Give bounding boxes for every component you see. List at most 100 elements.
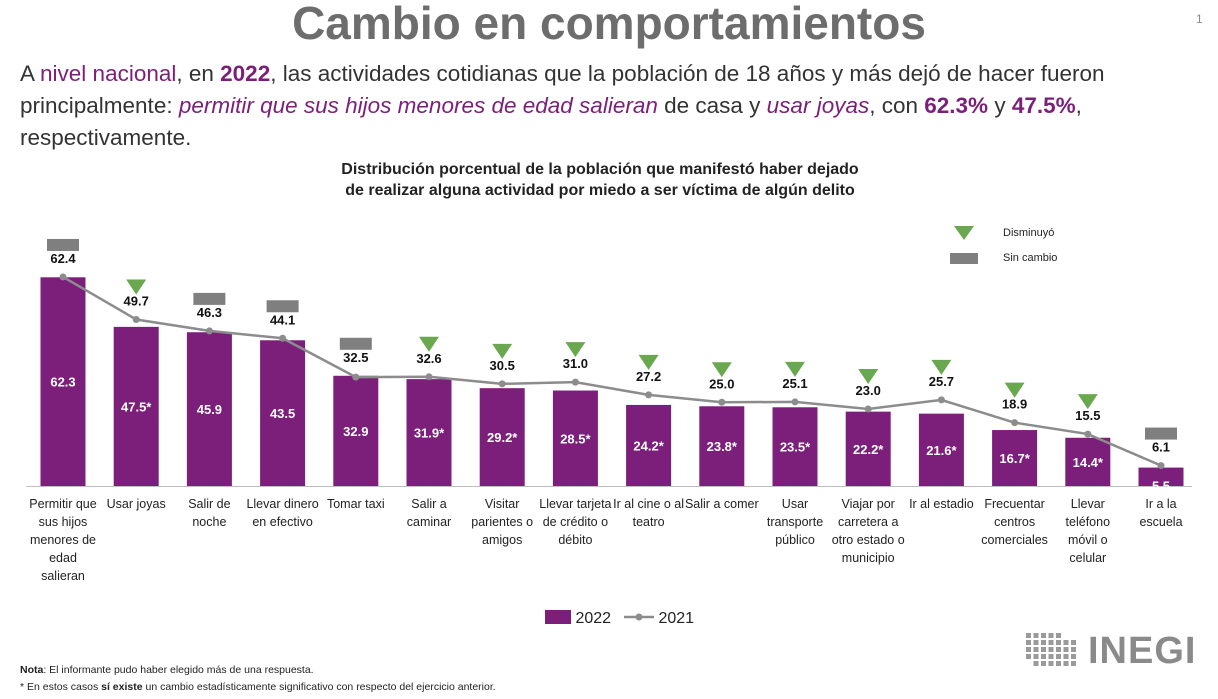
intro-text: de casa y <box>657 93 767 118</box>
bar-2022 <box>1138 467 1184 486</box>
logo-dot <box>1041 654 1046 659</box>
logo-dot <box>1033 661 1039 666</box>
intro-text: , respectivamente. <box>20 93 1082 150</box>
point-2021 <box>937 396 945 404</box>
line-value-label: 25.7 <box>929 374 954 389</box>
bar-value-label: 22.2* <box>853 442 884 457</box>
logo-dot <box>1056 647 1061 652</box>
point-2021 <box>864 405 872 413</box>
bar-value-label: 23.8* <box>707 439 738 454</box>
point-2021 <box>1084 430 1092 438</box>
logo-dot <box>1026 633 1031 638</box>
chart-title-line-2: de realizar alguna actividad por miedo a… <box>345 182 855 199</box>
bar-2022 <box>552 390 598 486</box>
no-change-marker <box>339 337 372 350</box>
intro-text: y <box>988 93 1012 118</box>
line-value-label: 25.1 <box>782 376 807 391</box>
line-value-label: 46.3 <box>197 305 222 320</box>
legend-decrease-label: Disminuyó <box>1003 227 1054 239</box>
decrease-marker <box>931 359 952 375</box>
intro-activity-1: permitir que sus hijos menores de edad s… <box>178 93 658 118</box>
logo-dot <box>1041 647 1046 652</box>
intro-text: , las actividades cotidianas que la pobl… <box>20 61 1105 118</box>
legend-2021-label: 2021 <box>658 610 695 627</box>
bar-2022 <box>918 413 964 486</box>
category-label: Tomar taxi <box>326 497 385 511</box>
logo-dot <box>1056 640 1061 645</box>
bar-2022 <box>772 407 818 486</box>
note-line-2: * En estos casos sí existe un cambio est… <box>20 681 496 693</box>
note-emphasis: sí existe <box>101 681 143 693</box>
decrease-marker <box>858 368 879 384</box>
intro-text: , en <box>176 61 221 86</box>
page-number: 1 <box>1196 12 1203 26</box>
legend-2021: 2021 <box>624 610 694 630</box>
logo-dot <box>1071 661 1076 666</box>
point-2021 <box>571 378 579 386</box>
logo-dot <box>1041 633 1046 638</box>
no-change-marker <box>193 292 226 305</box>
point-2021 <box>1011 419 1019 427</box>
logo-dot <box>1056 633 1061 638</box>
category-label: Salir a caminar <box>406 497 452 529</box>
category-label: Viajar por carretera a otro estado o mun… <box>831 497 905 565</box>
intro-highlight: nivel nacional <box>40 61 177 86</box>
bar-value-label: 45.9 <box>197 402 222 417</box>
intro-paragraph: A nivel nacional, en 2022, las actividad… <box>20 58 1215 154</box>
line-value-label: 27.2 <box>636 369 661 384</box>
point-2021 <box>1157 462 1165 470</box>
bar-2022 <box>113 326 159 486</box>
intro-activity-2: usar joyas <box>766 93 870 118</box>
point-2021 <box>425 373 433 381</box>
category-label: Ir al cine o al teatro <box>613 497 685 529</box>
chart-title-line-1: Distribución porcentual de la población … <box>341 161 859 178</box>
logo-dot <box>1048 647 1054 652</box>
category-label: Llevar dinero en efectivo <box>246 497 319 529</box>
bar-value-label: 24.2* <box>633 438 664 453</box>
bar-2022 <box>845 411 891 486</box>
no-change-marker <box>1145 427 1177 440</box>
decrease-marker <box>419 336 439 352</box>
legend-2022: 2022 <box>545 610 611 630</box>
point-2021 <box>498 380 506 388</box>
chart-title: Distribución porcentual de la población … <box>250 159 950 201</box>
legend-decrease-marker <box>954 226 974 240</box>
bar-2022 <box>333 375 379 486</box>
logo-dot <box>1048 661 1054 666</box>
bar-value-label: 14.4* <box>1073 455 1104 470</box>
note-text: * En estos casos <box>20 681 102 693</box>
point-2021 <box>352 373 360 381</box>
intro-year: 2022 <box>220 61 271 86</box>
intro-pct-2: 47.5% <box>1011 93 1076 118</box>
logo-dot <box>1041 640 1046 645</box>
point-2021 <box>205 327 213 335</box>
bar-2022 <box>186 332 232 486</box>
point-2021 <box>645 391 653 399</box>
logo-dot <box>1033 640 1039 645</box>
logo-dot <box>1056 661 1061 666</box>
category-label: Frecuentar centros comerciales <box>981 497 1048 547</box>
logo-dot <box>1026 654 1031 659</box>
legend-bar-swatch <box>545 610 571 624</box>
intro-pct-1: 62.3% <box>924 93 989 118</box>
logo-dot <box>1026 647 1031 652</box>
bar-value-label: 5.5 <box>1152 479 1170 494</box>
slide-title: Cambio en comportamientos <box>292 0 926 49</box>
point-2021 <box>791 398 799 406</box>
point-2021 <box>59 273 67 281</box>
logo-dot <box>1033 654 1039 659</box>
line-value-label: 32.5 <box>343 350 368 365</box>
bar-value-label: 47.5* <box>121 399 152 414</box>
point-2021 <box>132 316 140 324</box>
category-label: Visitar parientes o amigos <box>471 497 534 547</box>
line-value-label: 62.4 <box>50 251 76 266</box>
logo-dot <box>1048 654 1054 659</box>
category-label: Salir a comer <box>684 497 759 511</box>
bar-value-label: 21.6* <box>926 443 957 458</box>
logo-dot <box>1041 661 1046 666</box>
bar-value-label: 28.5* <box>560 431 591 446</box>
decrease-marker <box>711 362 732 378</box>
logo-dot <box>1063 654 1069 659</box>
legend-no-change-label: Sin cambio <box>1003 252 1057 264</box>
bar-2022 <box>479 388 525 486</box>
